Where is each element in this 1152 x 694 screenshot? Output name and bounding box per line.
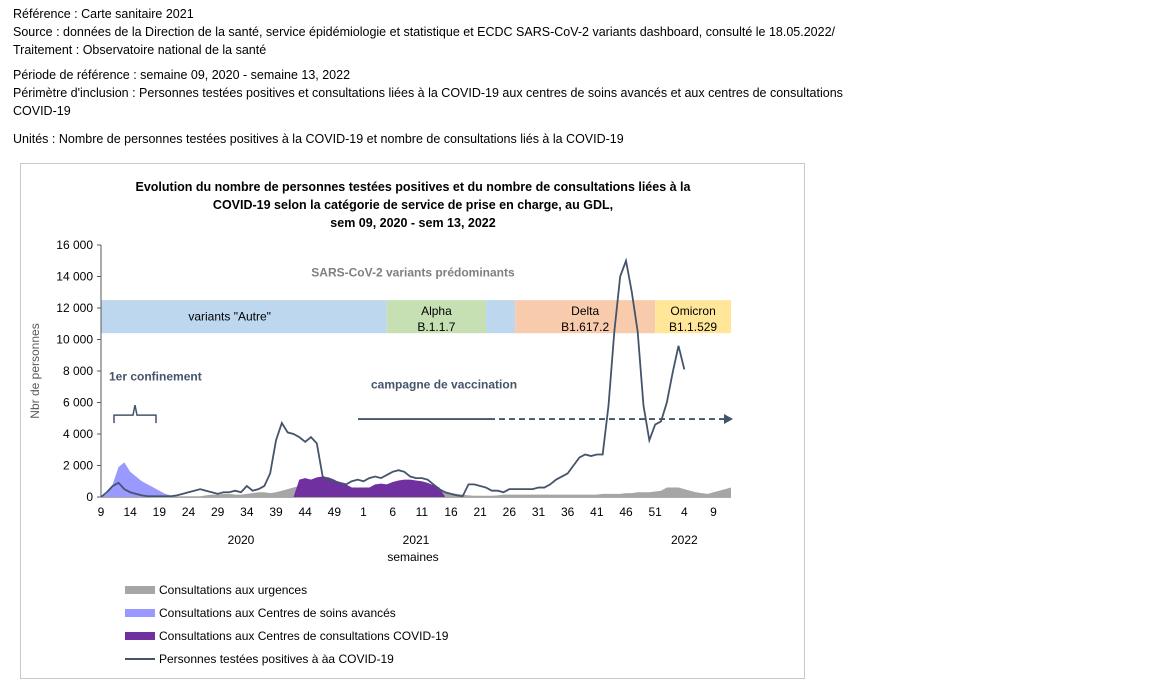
x-tick-label: 4 — [681, 505, 688, 519]
x-tick-label: 24 — [182, 505, 196, 519]
variant-label: Alpha — [421, 304, 452, 318]
x-tick-label: 34 — [240, 505, 254, 519]
legend-item-positives: Personnes testées positives à àa COVID-1… — [125, 652, 394, 666]
legend-label-csa: Consultations aux Centres de soins avanc… — [159, 606, 396, 620]
variant-label: variants "Autre" — [188, 310, 271, 324]
y-tick-label: 2 000 — [63, 459, 93, 473]
legend-item-csa: Consultations aux Centres de soins avanc… — [125, 606, 396, 620]
period-text: Période de référence : semaine 09, 2020 … — [13, 68, 351, 82]
y-axis-label: Nbr de personnes — [28, 323, 42, 418]
lockdown-label: 1er confinement — [109, 369, 202, 383]
x-tick-label: 36 — [561, 505, 575, 519]
x-tick-label: 14 — [123, 505, 137, 519]
x-tick-label: 29 — [211, 505, 225, 519]
series-area-1 — [101, 462, 177, 497]
series-area-2 — [101, 476, 446, 497]
year-label: 2022 — [671, 533, 698, 547]
variant-label: B1.1.529 — [669, 320, 717, 334]
x-tick-label: 19 — [153, 505, 167, 519]
variant-label: Delta — [571, 304, 599, 318]
legend-label-ccc: Consultations aux Centres de consultatio… — [159, 629, 449, 643]
source-text: Source : données de la Direction de la s… — [13, 25, 835, 39]
variant-band-segment — [486, 300, 516, 334]
x-tick-label: 39 — [269, 505, 283, 519]
variant-band-segment — [655, 300, 731, 334]
variant-band-segment — [386, 300, 486, 334]
x-tick-label: 21 — [473, 505, 487, 519]
vaccination-arrowhead — [724, 414, 733, 425]
x-tick-label: 26 — [503, 505, 517, 519]
y-tick-label: 16 000 — [56, 238, 93, 252]
y-tick-label: 14 000 — [56, 270, 93, 284]
year-label: 2020 — [228, 533, 255, 547]
x-tick-label: 44 — [298, 505, 312, 519]
x-tick-label: 9 — [710, 505, 717, 519]
vaccination-label: campagne de vaccination — [371, 377, 517, 391]
chart-title-line: COVID-19 selon la catégorie de service d… — [213, 198, 613, 212]
legend-swatch-csa — [125, 609, 155, 617]
chart-title-line: Evolution du nombre de personnes testées… — [136, 180, 692, 194]
chart-title-line: sem 09, 2020 - sem 13, 2022 — [330, 216, 495, 230]
legend-item-ccc: Consultations aux Centres de consultatio… — [125, 629, 448, 643]
y-tick-label: 12 000 — [56, 301, 93, 315]
lockdown-bracket — [113, 404, 157, 424]
variant-label: Omicron — [670, 304, 715, 318]
x-tick-label: 6 — [389, 505, 396, 519]
year-label: 2021 — [403, 533, 430, 547]
treatment-text: Traitement : Observatoire national de la… — [13, 43, 267, 57]
legend-label-urgences: Consultations aux urgences — [159, 583, 308, 597]
x-tick-label: 1 — [360, 505, 367, 519]
x-tick-label: 16 — [444, 505, 458, 519]
source-block: Référence : Carte sanitaire 2021 Source … — [13, 5, 835, 59]
x-tick-label: 51 — [648, 505, 662, 519]
variant-band-title: SARS-CoV-2 variants prédominants — [311, 266, 515, 280]
x-tick-label: 31 — [532, 505, 546, 519]
series-line-3 — [101, 257, 686, 497]
x-tick-label: 11 — [416, 505, 429, 519]
variant-band-segment — [101, 300, 387, 334]
chart-svg: Evolution du nombre de personnes testées… — [28, 180, 733, 564]
variant-band-segment — [515, 300, 656, 334]
legend-swatch-urgences — [125, 586, 155, 594]
units-text: Unités : Nombre de personnes testées pos… — [13, 132, 624, 146]
x-tick-label: 9 — [98, 505, 105, 519]
y-tick-label: 8 000 — [63, 364, 93, 378]
reference-text: Référence : Carte sanitaire 2021 — [13, 7, 194, 21]
legend-label-positives: Personnes testées positives à àa COVID-1… — [159, 652, 394, 666]
variant-label: B1.617.2 — [561, 320, 609, 334]
scope-text: Périmètre d'inclusion : Personnes testée… — [13, 86, 843, 118]
y-tick-label: 0 — [86, 490, 93, 504]
legend-item-urgences: Consultations aux urgences — [125, 583, 307, 597]
x-tick-label: 49 — [328, 505, 342, 519]
x-axis-label: semaines — [387, 550, 438, 564]
variant-label: B.1.1.7 — [417, 320, 455, 334]
legend-swatch-positives — [125, 658, 155, 660]
scope-block: Période de référence : semaine 09, 2020 … — [13, 66, 853, 120]
y-tick-label: 10 000 — [56, 333, 93, 347]
legend-swatch-ccc — [125, 632, 155, 640]
y-tick-label: 4 000 — [63, 427, 93, 441]
y-tick-label: 6 000 — [63, 396, 93, 410]
x-tick-label: 41 — [590, 505, 604, 519]
chart-container: Evolution du nombre de personnes testées… — [20, 163, 805, 679]
x-tick-label: 46 — [619, 505, 633, 519]
